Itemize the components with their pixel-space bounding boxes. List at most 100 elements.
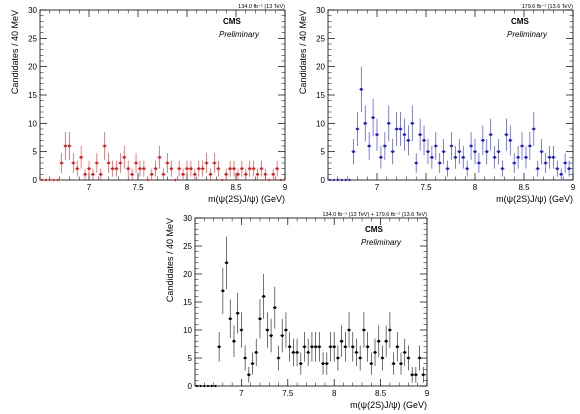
data-point xyxy=(228,299,233,339)
data-point xyxy=(429,146,434,169)
data-point xyxy=(254,338,259,367)
data-point xyxy=(265,312,270,348)
data-point xyxy=(255,168,260,180)
data-point xyxy=(547,146,552,169)
data-point xyxy=(79,146,84,169)
data-point xyxy=(484,138,489,165)
data-point xyxy=(324,352,329,375)
data-point xyxy=(391,352,396,375)
data-point xyxy=(363,105,368,142)
data-point xyxy=(243,168,248,180)
data-point xyxy=(410,366,415,383)
y-tick-label: 20 xyxy=(316,63,325,72)
data-point xyxy=(224,236,229,290)
data-point xyxy=(358,345,363,371)
data-point xyxy=(384,325,389,358)
data-point xyxy=(539,138,544,165)
data-point xyxy=(350,331,355,362)
data-point xyxy=(417,345,422,371)
data-point xyxy=(102,132,107,160)
chart-panel-run3: 0 5 10 15 20 25 30 7 7.5 8 8.5 9 179.6 fb⁻¹ (13.6 Te… xyxy=(0,0,576,204)
data-point xyxy=(134,153,138,173)
x-tick-label: 7.5 xyxy=(420,183,432,192)
data-point xyxy=(83,168,88,180)
data-point xyxy=(224,168,229,180)
data-point xyxy=(259,160,264,177)
data-point xyxy=(239,312,244,348)
y-tick-label: 25 xyxy=(28,34,37,43)
data-point xyxy=(406,125,411,156)
data-point xyxy=(339,325,344,358)
data-point xyxy=(138,160,142,177)
y-tick-label: 10 xyxy=(183,326,192,335)
data-point xyxy=(246,366,251,383)
data-point xyxy=(473,138,477,165)
data-point xyxy=(263,168,268,180)
data-point xyxy=(118,153,123,173)
data-point xyxy=(437,153,442,173)
x-tick-label: 7 xyxy=(239,389,244,398)
data-point xyxy=(145,178,150,182)
chart-panel-combined: 0 5 10 15 20 25 30 7 7.5 8 8.5 9 134.0 fb⁻¹ (13 TeV)… xyxy=(0,0,430,410)
data-point xyxy=(395,331,400,362)
data-point xyxy=(228,160,233,177)
data-point xyxy=(310,331,314,362)
data-point xyxy=(43,178,48,182)
data-point xyxy=(354,338,359,367)
data-point xyxy=(347,312,351,348)
data-point xyxy=(380,345,385,371)
y-tick-label: 20 xyxy=(28,63,37,72)
data-point xyxy=(239,160,244,177)
data-point xyxy=(209,384,214,388)
data-point xyxy=(421,366,426,383)
data-point xyxy=(551,146,556,169)
data-point xyxy=(332,331,337,362)
data-point xyxy=(531,112,536,146)
data-point xyxy=(414,366,418,383)
data-point xyxy=(328,178,332,182)
data-point xyxy=(365,331,370,362)
run-label: Run 3 xyxy=(0,0,16,3)
data-point xyxy=(504,118,509,151)
data-point xyxy=(331,178,336,182)
data-point xyxy=(208,168,213,180)
data-point xyxy=(232,325,236,358)
data-point xyxy=(480,125,485,156)
data-point xyxy=(376,325,381,358)
data-point xyxy=(206,384,210,388)
data-point xyxy=(267,178,272,182)
data-point xyxy=(414,153,419,173)
x-tick-label: 8.5 xyxy=(375,389,387,398)
data-point xyxy=(63,132,68,160)
y-tick-label: 10 xyxy=(316,119,325,128)
y-axis-label: Candidates / 40 MeV xyxy=(165,218,175,302)
data-point xyxy=(508,125,513,156)
data-point xyxy=(173,178,178,182)
x-tick-label: 8 xyxy=(473,183,478,192)
data-point xyxy=(216,160,221,177)
data-point xyxy=(177,160,182,177)
status-label: Preliminary xyxy=(219,30,260,39)
data-point xyxy=(373,338,377,367)
data-point xyxy=(291,338,296,367)
data-point xyxy=(390,138,395,165)
y-tick-label: 5 xyxy=(33,148,38,157)
data-point xyxy=(188,160,193,177)
data-point xyxy=(567,160,572,177)
x-tick-label: 7.5 xyxy=(282,389,294,398)
x-axis-label: m(ψ(2S)J/ψ) (GeV) xyxy=(350,400,427,410)
status-label: Preliminary xyxy=(507,30,548,39)
x-tick-label: 7.5 xyxy=(132,183,144,192)
data-point xyxy=(402,118,407,151)
data-point xyxy=(298,352,303,375)
y-tick-label: 5 xyxy=(321,148,326,157)
data-point xyxy=(258,299,262,339)
y-tick-label: 20 xyxy=(183,270,192,279)
data-point xyxy=(410,105,415,142)
data-point xyxy=(275,160,280,177)
data-point xyxy=(98,168,103,180)
x-tick-label: 7 xyxy=(375,183,380,192)
lumi-label: 179.6 fb⁻¹ (13.6 TeV) xyxy=(522,4,574,10)
data-point xyxy=(343,331,348,362)
